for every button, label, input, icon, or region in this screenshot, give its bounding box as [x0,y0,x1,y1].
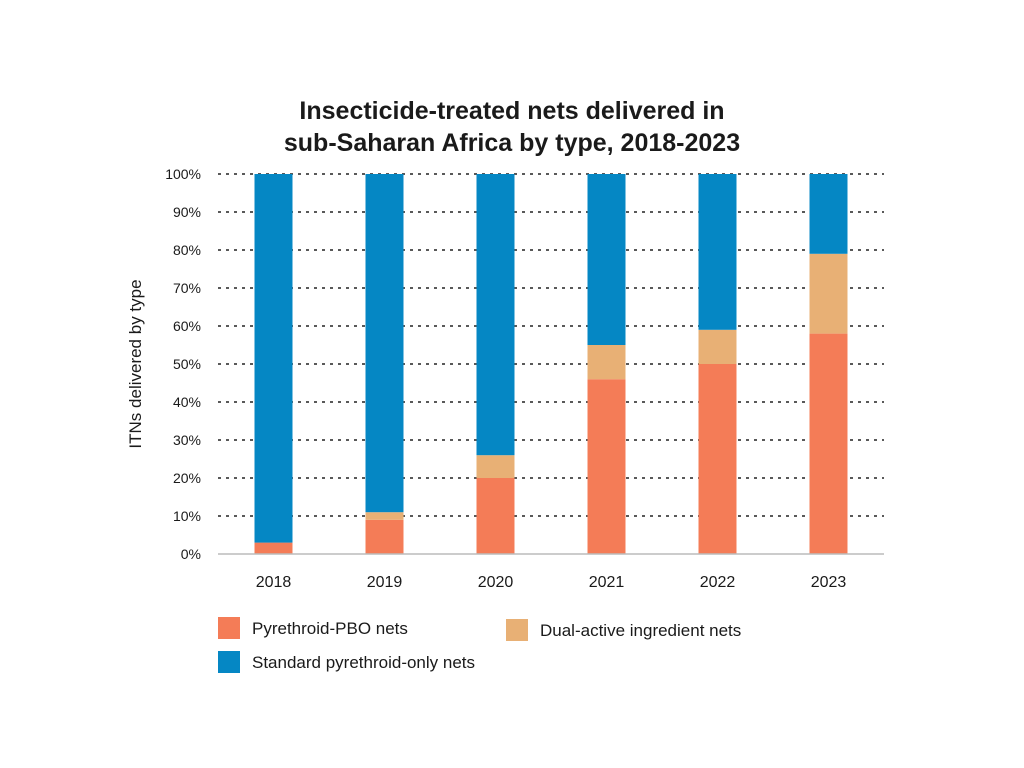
legend: Pyrethroid-PBO nets Dual-active ingredien… [218,617,741,673]
bar-2023-series-1 [809,253,848,334]
chart-title: Insecticide-treated nets delivered in su… [284,97,740,157]
bar-2021-series-0 [587,379,626,554]
bar-2021-series-1 [587,345,626,380]
x-tick-label: 2018 [256,574,292,591]
x-tick-label: 2023 [811,574,847,591]
y-axis-label: ITNs delivered by type [126,279,145,448]
bar-2021-series-2 [587,174,626,345]
bar-2020-series-0 [476,478,515,554]
x-tick-labels: 2018 2019 2020 2021 2022 2023 [256,574,847,591]
y-tick-label: 30% [173,432,201,448]
legend-label: Standard pyrethroid-only nets [252,653,475,672]
bar-2023-series-0 [809,333,848,554]
legend-swatch [218,651,240,673]
bar-2022-series-0 [698,364,737,554]
y-tick-labels: 0% 10% 20% 30% 40% 50% 60% 70% 80% 90% 100% [165,166,201,562]
y-tick-label: 100% [165,166,201,182]
bar-2019-series-0 [365,519,404,554]
bar-2018-series-0 [254,542,293,554]
y-tick-label: 40% [173,394,201,410]
bar-2023-series-2 [809,174,848,254]
chart-title-line-2: sub-Saharan Africa by type, 2018-2023 [284,129,740,157]
y-tick-label: 90% [173,204,201,220]
bar-2020-series-1 [476,455,515,478]
bar-2019-series-1 [365,512,404,520]
y-tick-label: 20% [173,470,201,486]
bar-2018-series-2 [254,174,293,543]
x-tick-label: 2020 [478,574,514,591]
y-tick-label: 70% [173,280,201,296]
y-tick-label: 60% [173,318,201,334]
legend-label: Dual-active ingredient nets [540,621,741,640]
legend-swatch [506,619,528,641]
chart-title-line-1: Insecticide-treated nets delivered in [299,97,724,125]
bars [254,174,848,554]
y-tick-label: 0% [181,546,201,562]
bar-2020-series-2 [476,174,515,456]
bar-2019-series-2 [365,174,404,513]
y-tick-label: 10% [173,508,201,524]
bar-2022-series-2 [698,174,737,330]
legend-label: Pyrethroid-PBO nets [252,619,408,638]
x-tick-label: 2019 [367,574,403,591]
gridlines [218,173,884,517]
legend-swatch [218,617,240,639]
bar-2022-series-1 [698,329,737,364]
y-tick-label: 80% [173,242,201,258]
x-tick-label: 2021 [589,574,625,591]
x-tick-label: 2022 [700,574,736,591]
y-tick-label: 50% [173,356,201,372]
